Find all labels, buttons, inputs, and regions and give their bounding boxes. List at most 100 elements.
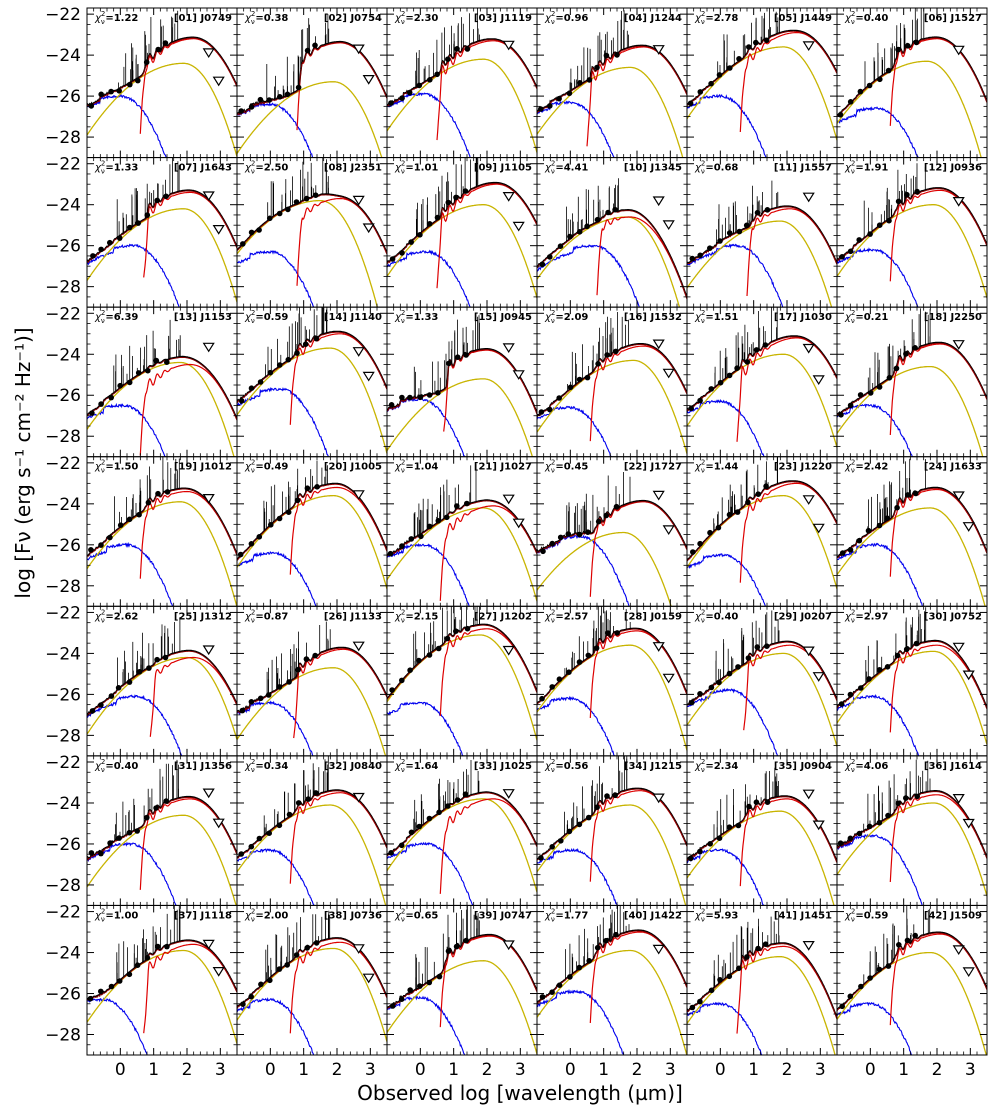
data-point xyxy=(313,940,320,946)
data-point xyxy=(857,392,864,398)
data-point xyxy=(595,518,602,525)
sed-panel: χν2=2.78 [05] J1449 xyxy=(686,7,838,159)
panel-plot-area xyxy=(537,755,687,906)
data-point xyxy=(108,693,115,699)
red-component-curve xyxy=(443,349,537,432)
upper-limit-marker xyxy=(812,375,825,386)
y-tick-label: −28 xyxy=(45,726,81,746)
data-point xyxy=(913,490,919,497)
data-point xyxy=(464,625,471,632)
data-point xyxy=(726,824,733,830)
data-point xyxy=(697,691,703,697)
data-point xyxy=(538,409,545,415)
data-point xyxy=(726,230,733,236)
data-point xyxy=(585,814,592,821)
x-tick-label: 2 xyxy=(182,1060,193,1080)
data-point xyxy=(605,630,611,636)
data-point xyxy=(754,644,761,650)
data-point xyxy=(284,91,291,98)
data-point xyxy=(126,516,133,523)
data-point xyxy=(896,942,902,948)
data-point xyxy=(565,531,572,537)
data-point xyxy=(240,1001,246,1007)
object-id-label: [40] J1422 xyxy=(624,910,682,921)
upper-limit-marker xyxy=(352,944,365,954)
data-point xyxy=(586,77,593,83)
panel-plot-area xyxy=(687,8,837,158)
upper-limit-marker xyxy=(662,368,675,379)
olive-component-curve xyxy=(237,199,379,308)
red-component-curve xyxy=(439,628,537,717)
chi-square-label: χν2=2.62 xyxy=(94,608,138,624)
sed-panel: χν2=1.91 [12] J0936 xyxy=(836,157,988,308)
data-point xyxy=(134,962,141,968)
sed-panel: χν2=1.04 [21] J1027 xyxy=(386,456,538,607)
data-point xyxy=(248,385,255,392)
red-component-curve xyxy=(143,191,237,278)
olive-component-curve xyxy=(87,949,237,1044)
data-point xyxy=(445,948,452,954)
sed-panel: χν2=0.40 [29] J0207 xyxy=(686,605,838,757)
data-point xyxy=(145,499,152,506)
data-point xyxy=(89,410,95,416)
sed-panel: χν2=1.22 [01] J0749 xyxy=(86,7,238,159)
data-point xyxy=(276,210,283,217)
data-point xyxy=(398,842,405,849)
data-point xyxy=(389,1003,396,1009)
panel-frame xyxy=(386,605,538,757)
x-tick-label: 0 xyxy=(715,1060,726,1080)
data-point xyxy=(164,489,171,495)
sed-panel: χν2=0.49 [20] J1005 xyxy=(236,456,388,607)
upper-limit-marker xyxy=(202,48,215,59)
y-tick-label: −28 xyxy=(45,278,81,298)
upper-limit-marker xyxy=(202,191,215,202)
olive-component-curve xyxy=(537,644,687,751)
x-tick-label: 0 xyxy=(565,1060,576,1080)
data-point xyxy=(108,983,115,990)
data-point xyxy=(107,534,113,541)
panel-plot-area xyxy=(537,472,687,607)
blue-component-curve xyxy=(387,701,464,756)
object-id-label: [04] J1244 xyxy=(624,13,682,24)
sed-panel: χν2=0.87 [26] J1133 xyxy=(236,605,388,757)
upper-limit-marker xyxy=(352,195,365,206)
panel-plot-area xyxy=(87,157,237,308)
total-model-curve xyxy=(837,187,987,262)
data-point xyxy=(426,815,433,822)
panel-frame xyxy=(686,306,838,458)
data-point xyxy=(134,828,140,834)
panel-frame xyxy=(86,456,238,607)
chi-square-label: χν2=1.04 xyxy=(394,459,438,475)
data-point xyxy=(734,509,741,515)
data-point xyxy=(136,511,142,518)
data-point xyxy=(312,42,318,49)
data-point xyxy=(267,977,273,984)
data-point xyxy=(857,88,864,95)
x-tick-label: 3 xyxy=(815,1060,826,1080)
data-point xyxy=(155,490,161,497)
data-point xyxy=(876,966,883,973)
chi-square-label: χν2=1.22 xyxy=(94,10,138,26)
dark-red-model-curve xyxy=(87,488,237,558)
panel-frame xyxy=(836,904,988,1056)
panel-frame xyxy=(686,904,838,1056)
data-point xyxy=(445,199,452,206)
object-id-label: [18] J2250 xyxy=(924,312,982,323)
total-model-curve xyxy=(87,487,237,557)
data-point xyxy=(426,523,433,530)
chi-square-label: χν2=6.39 xyxy=(94,309,138,325)
upper-limit-marker xyxy=(502,192,515,202)
object-id-label: [05] J1449 xyxy=(774,13,832,24)
data-point xyxy=(126,971,133,978)
object-id-label: [17] J1030 xyxy=(774,312,832,323)
panel-frame xyxy=(836,7,988,159)
data-point xyxy=(556,395,562,401)
panel-plot-area xyxy=(837,607,987,756)
data-point xyxy=(576,229,583,235)
data-point xyxy=(717,238,723,244)
data-point xyxy=(735,822,742,829)
chi-square-label: χν2=2.42 xyxy=(844,459,888,475)
upper-limit-marker xyxy=(652,793,665,804)
data-point xyxy=(886,217,892,224)
